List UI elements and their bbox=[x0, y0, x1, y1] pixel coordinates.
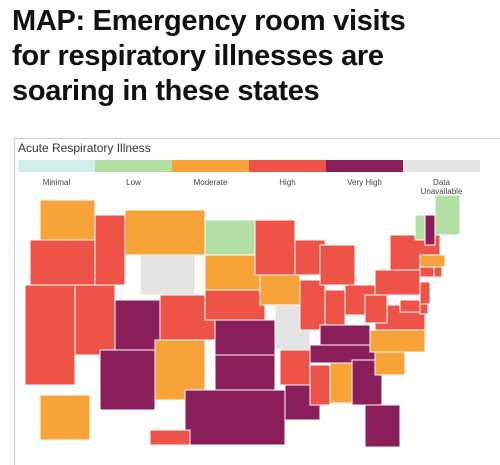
state bbox=[309, 364, 331, 406]
state bbox=[364, 404, 401, 448]
legend-item: Minimal bbox=[18, 160, 95, 196]
state bbox=[419, 254, 446, 268]
state bbox=[214, 319, 276, 356]
state bbox=[114, 299, 161, 351]
state bbox=[414, 214, 426, 241]
state bbox=[324, 289, 346, 326]
state bbox=[24, 284, 76, 386]
legend-item: Very High bbox=[326, 160, 403, 196]
state bbox=[299, 279, 326, 331]
headline-line: soaring in these states bbox=[12, 75, 320, 107]
state bbox=[204, 254, 261, 291]
state bbox=[433, 266, 443, 278]
legend-item: Moderate bbox=[172, 160, 249, 196]
state bbox=[139, 254, 196, 296]
legend-swatch bbox=[249, 160, 326, 172]
state bbox=[369, 329, 426, 353]
legend-title: Acute Respiratory Illness bbox=[18, 141, 151, 155]
legend-swatch bbox=[95, 160, 172, 172]
state bbox=[364, 294, 388, 324]
state bbox=[29, 239, 96, 286]
state bbox=[374, 349, 406, 376]
state bbox=[424, 214, 436, 246]
headline-line: for respiratory illnesses are bbox=[12, 40, 384, 72]
legend-label: High bbox=[279, 178, 296, 187]
legend-label: Moderate bbox=[193, 178, 228, 187]
state bbox=[149, 429, 191, 446]
state bbox=[419, 303, 429, 315]
state bbox=[39, 199, 96, 241]
state bbox=[254, 219, 296, 276]
state bbox=[374, 269, 421, 296]
state bbox=[204, 219, 256, 256]
state bbox=[204, 289, 266, 321]
legend-label: Minimal bbox=[42, 178, 71, 187]
legend-item: Low bbox=[95, 160, 172, 196]
legend-swatch bbox=[172, 160, 249, 172]
state bbox=[319, 324, 371, 346]
state bbox=[434, 194, 461, 236]
state bbox=[39, 394, 91, 441]
legend-label: Very High bbox=[347, 178, 382, 187]
state bbox=[419, 281, 431, 305]
state bbox=[419, 266, 435, 278]
headline: MAP: Emergency room visits for respirato… bbox=[12, 4, 406, 109]
legend-swatch bbox=[403, 160, 480, 172]
legend-item: Data Unavailable bbox=[403, 160, 480, 196]
legend: Minimal Low Moderate High Very High Data Unav… bbox=[18, 160, 480, 196]
state bbox=[94, 214, 126, 286]
state bbox=[124, 209, 206, 256]
state bbox=[329, 362, 353, 404]
state bbox=[279, 349, 311, 386]
state bbox=[399, 299, 421, 313]
legend-label: Data Unavailable bbox=[420, 178, 463, 196]
legend-swatch bbox=[326, 160, 403, 172]
state bbox=[214, 354, 276, 391]
state bbox=[319, 244, 356, 286]
legend-label: Low bbox=[126, 178, 141, 187]
state bbox=[99, 349, 156, 411]
state bbox=[74, 284, 116, 356]
legend-swatch bbox=[18, 160, 95, 172]
map-panel bbox=[14, 138, 500, 465]
state bbox=[184, 389, 286, 446]
headline-line: MAP: Emergency room visits bbox=[12, 5, 406, 37]
state bbox=[259, 274, 301, 306]
legend-item: High bbox=[249, 160, 326, 196]
